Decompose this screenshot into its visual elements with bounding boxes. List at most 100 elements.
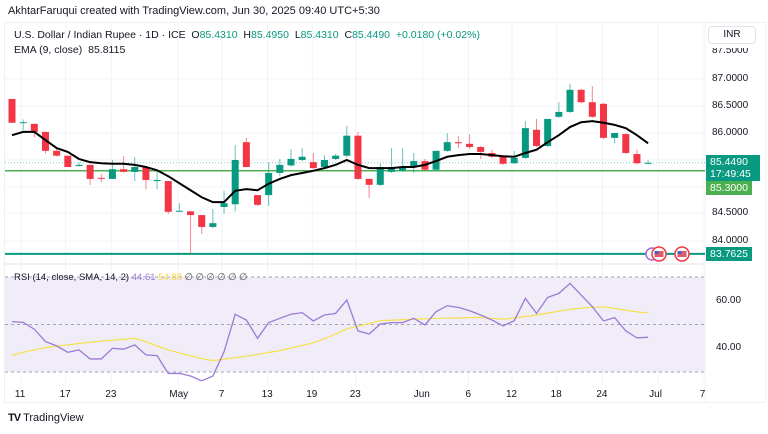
candle-body	[387, 167, 395, 172]
last-price: 85.4490	[710, 156, 748, 168]
candle-body	[198, 215, 206, 227]
candle-body	[544, 118, 552, 146]
level-83-76-tag: 83.7625	[706, 247, 752, 261]
candle-body	[276, 164, 284, 173]
candle-body	[108, 169, 116, 179]
tv-logo-icon: TV	[8, 412, 21, 424]
change-value: +0.0180 (+0.02%)	[395, 29, 480, 41]
rsi-label: RSI (14, close, SMA, 14, 2)	[14, 272, 130, 283]
symbol-legend: U.S. Dollar / Indian Rupee · 1D · ICE O8…	[14, 29, 480, 41]
close-label: C	[344, 29, 353, 41]
candle-body	[209, 223, 217, 227]
candle-body	[298, 156, 306, 160]
rsi-axis-label: 60.00	[716, 295, 742, 306]
tradingview-logo[interactable]: TV TradingView	[8, 412, 84, 424]
countdown: 17:49:45	[710, 168, 751, 180]
high-value: 85.4950	[251, 29, 289, 41]
open-label: O	[191, 29, 200, 41]
candle-body	[41, 131, 49, 151]
candle-body	[254, 195, 262, 205]
rsi-sma-line	[11, 306, 649, 362]
candle-body	[231, 160, 239, 205]
rsi-legend[interactable]: RSI (14, close, SMA, 14, 2) 44.61 54.88 …	[14, 272, 247, 283]
time-axis-label: Jun	[413, 389, 430, 400]
time-axis-label: 6	[465, 389, 471, 400]
candle-body	[131, 167, 139, 172]
logo-text: TradingView	[23, 412, 84, 424]
candle-body	[365, 178, 373, 185]
time-axis-label: 11	[14, 389, 26, 400]
rsi-extra-values: ∅ ∅ ∅ ∅ ∅ ∅	[184, 272, 248, 283]
price-axis-label: 87.5000	[712, 45, 749, 56]
candle-body	[86, 164, 94, 179]
candle-body	[399, 167, 407, 171]
candle-body	[19, 122, 27, 124]
candle-body	[332, 155, 340, 159]
candle-body	[220, 203, 228, 207]
open-value: 85.4310	[199, 29, 238, 41]
candle-body	[566, 89, 574, 112]
candle-body	[622, 134, 630, 153]
us-flag-icon	[677, 251, 687, 257]
candle-body	[510, 157, 518, 164]
level-85-30-tag: 85.3000	[706, 181, 752, 195]
candle-body	[410, 161, 418, 168]
candle-body	[354, 135, 362, 179]
candle-body	[343, 135, 351, 156]
time-axis-label: 23	[349, 389, 361, 400]
us-flag-canton	[654, 251, 659, 254]
candle-body	[287, 158, 295, 166]
candle-body	[75, 164, 83, 166]
time-axis-label: 17	[59, 389, 71, 400]
ema-legend[interactable]: EMA (9, close) 85.8115	[14, 44, 125, 56]
candle-body	[53, 150, 61, 156]
candle-body	[533, 129, 541, 146]
price-axis-label: 84.0000	[712, 235, 749, 246]
ema-line	[11, 120, 649, 204]
low-label: L	[294, 29, 301, 41]
price-axis-label: 84.5000	[712, 207, 749, 218]
time-axis-label: 12	[505, 389, 518, 400]
rsi-axis-label: 40.00	[716, 342, 742, 353]
high-label: H	[243, 29, 251, 41]
candle-body	[499, 156, 507, 164]
candle-body	[164, 181, 172, 212]
time-axis-label: 7	[699, 389, 706, 400]
time-axis-label: 24	[596, 389, 608, 400]
ema-label: EMA (9, close)	[14, 44, 83, 56]
candle-body	[376, 167, 384, 185]
candle-body	[187, 211, 195, 216]
candle-body	[175, 210, 183, 212]
candle-body	[555, 111, 563, 117]
candle-body	[97, 177, 105, 179]
candle-body	[64, 155, 72, 168]
time-axis-label: 23	[105, 389, 117, 400]
candle-body	[577, 89, 585, 103]
time-axis-label: 19	[306, 389, 318, 400]
currency-button[interactable]: INR	[708, 26, 756, 44]
time-axis-label: 18	[550, 389, 562, 400]
candle-body	[120, 169, 128, 172]
candle-body	[320, 160, 328, 168]
ema-value: 85.8115	[88, 44, 126, 56]
price-axis-label: 86.0000	[712, 127, 749, 138]
low-value: 85.4310	[300, 29, 339, 41]
us-flag-canton	[677, 251, 682, 254]
candle-body	[611, 133, 619, 138]
rsi-value: 44.61	[131, 272, 156, 283]
candle-body	[633, 154, 641, 164]
price-axis-label: 86.5000	[712, 100, 749, 111]
time-axis-label: May	[169, 389, 189, 400]
candle-body	[8, 98, 16, 123]
candle-body	[644, 162, 652, 164]
last-price-tag: 85.4490 17:49:45	[706, 155, 760, 181]
price-axis-label: 87.0000	[712, 73, 749, 84]
rsi-sma-value: 54.88	[158, 272, 182, 283]
time-axis-label: 13	[261, 389, 273, 400]
candle-body	[30, 123, 38, 132]
candle-body	[588, 102, 596, 117]
candle-body	[443, 142, 451, 151]
chart-credit: AkhtarFaruqui created with TradingView.c…	[8, 5, 380, 17]
rsi-line	[11, 282, 649, 382]
